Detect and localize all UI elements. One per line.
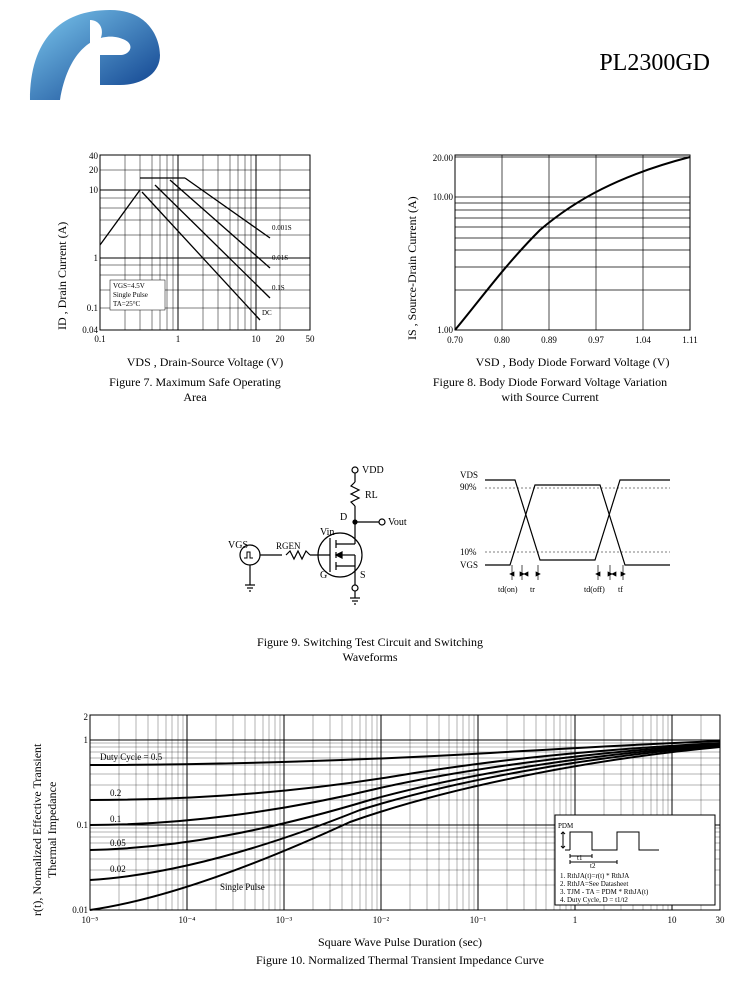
fig8-chart: 1.00 10.00 20.00 0.70 0.80 0.89 0.97 1.0…	[420, 150, 700, 350]
svg-text:0.89: 0.89	[541, 335, 557, 345]
svg-text:20.00: 20.00	[433, 153, 454, 163]
fig9-caption: Figure 9. Switching Test Circuit and Swi…	[220, 635, 520, 665]
svg-text:Vout: Vout	[388, 517, 407, 528]
svg-text:10⁻⁴: 10⁻⁴	[179, 915, 196, 925]
svg-text:10⁻¹: 10⁻¹	[470, 915, 487, 925]
svg-text:10: 10	[252, 334, 262, 344]
svg-text:RGEN: RGEN	[276, 541, 301, 551]
svg-text:td(off): td(off)	[584, 585, 605, 594]
figure-8: IS , Source-Drain Current (A)	[420, 150, 720, 430]
row-fig10: r(t), Normalized Effective Transient The…	[0, 710, 750, 990]
row-circuit: VDD RL Vout D	[0, 460, 750, 660]
fig7-ylabel: ID , Drain Current (A)	[55, 190, 70, 330]
svg-text:0.1: 0.1	[77, 820, 88, 830]
svg-text:1.00: 1.00	[437, 325, 453, 335]
svg-text:t2: t2	[590, 862, 596, 870]
svg-text:PDM: PDM	[558, 822, 574, 830]
svg-text:30: 30	[716, 915, 726, 925]
svg-text:0.1: 0.1	[110, 814, 121, 824]
company-logo	[20, 0, 170, 120]
svg-text:td(on): td(on)	[498, 585, 518, 594]
svg-text:90%: 90%	[460, 482, 477, 492]
svg-text:TA=25°C: TA=25°C	[113, 300, 141, 308]
svg-text:10: 10	[89, 185, 99, 195]
fig7-xlabel: VDS , Drain-Source Voltage (V)	[100, 355, 310, 370]
svg-text:20: 20	[276, 334, 286, 344]
part-number: PL2300GD	[599, 50, 710, 77]
svg-text:4. Duty Cycle, D = t1/t2: 4. Duty Cycle, D = t1/t2	[560, 896, 628, 904]
svg-text:0.80: 0.80	[494, 335, 510, 345]
svg-text:VGS=4.5V: VGS=4.5V	[113, 282, 145, 290]
svg-text:VDS: VDS	[460, 470, 478, 480]
svg-text:Single Pulse: Single Pulse	[220, 882, 265, 892]
svg-text:1: 1	[84, 735, 89, 745]
svg-text:0.01: 0.01	[72, 905, 88, 915]
svg-text:0.70: 0.70	[447, 335, 463, 345]
svg-text:Single Pulse: Single Pulse	[113, 291, 148, 299]
fig9-diagram: VDD RL Vout D	[220, 460, 720, 630]
svg-text:2. RthJA=See Datasheet: 2. RthJA=See Datasheet	[560, 880, 628, 888]
svg-text:10%: 10%	[460, 547, 477, 557]
fig10-ylabel: r(t), Normalized Effective Transient The…	[30, 740, 60, 920]
svg-text:1. RthJA(t)=r(t) * RthJA: 1. RthJA(t)=r(t) * RthJA	[560, 872, 629, 880]
svg-text:S: S	[360, 570, 366, 581]
svg-text:40: 40	[89, 151, 99, 161]
fig8-caption: Figure 8. Body Diode Forward Voltage Var…	[400, 375, 700, 405]
svg-text:tr: tr	[530, 585, 535, 594]
svg-text:DC: DC	[262, 309, 272, 317]
fig10-chart: Duty Cycle = 0.5 0.2 0.1 0.05 0.02 Singl…	[70, 710, 730, 930]
svg-text:1: 1	[94, 253, 99, 263]
svg-text:10⁻²: 10⁻²	[373, 915, 390, 925]
svg-text:2: 2	[84, 712, 89, 722]
fig8-xlabel: VSD , Body Diode Forward Voltage (V)	[455, 355, 690, 370]
fig8-ylabel: IS , Source-Drain Current (A)	[405, 180, 420, 340]
svg-text:1: 1	[573, 915, 578, 925]
svg-text:10⁻⁵: 10⁻⁵	[82, 915, 99, 925]
row-charts-top: ID , Drain Current (A)	[0, 150, 750, 430]
svg-text:0.05: 0.05	[110, 838, 126, 848]
svg-text:10: 10	[668, 915, 678, 925]
svg-text:0.1S: 0.1S	[272, 284, 285, 292]
svg-text:1.11: 1.11	[682, 335, 697, 345]
svg-text:VGS: VGS	[228, 540, 248, 551]
page: PL2300GD ID , Drain Current (A)	[0, 0, 750, 1000]
svg-text:G: G	[320, 570, 327, 581]
svg-text:RL: RL	[365, 490, 378, 501]
fig10-caption: Figure 10. Normalized Thermal Transient …	[70, 953, 730, 968]
svg-text:0.001S: 0.001S	[272, 224, 292, 232]
svg-text:VGS: VGS	[460, 560, 478, 570]
svg-text:10⁻³: 10⁻³	[276, 915, 293, 925]
svg-text:t1: t1	[577, 854, 583, 862]
svg-text:D: D	[340, 512, 347, 523]
svg-text:Duty Cycle = 0.5: Duty Cycle = 0.5	[100, 752, 163, 762]
svg-text:50: 50	[306, 334, 316, 344]
svg-text:0.1: 0.1	[94, 334, 105, 344]
svg-text:tf: tf	[618, 585, 623, 594]
svg-text:1.04: 1.04	[635, 335, 651, 345]
fig7-chart: 0.04 0.1 1 10 20 40 0.1 1 10 20 50 0	[70, 150, 320, 350]
svg-text:0.02: 0.02	[110, 864, 126, 874]
figure-7: ID , Drain Current (A)	[70, 150, 340, 430]
svg-text:10.00: 10.00	[433, 192, 454, 202]
svg-text:0.1: 0.1	[87, 303, 98, 313]
fig10-xlabel: Square Wave Pulse Duration (sec)	[70, 935, 730, 950]
svg-text:0.01S: 0.01S	[272, 254, 288, 262]
svg-text:1: 1	[176, 334, 181, 344]
svg-text:Vin: Vin	[320, 527, 334, 538]
fig7-caption: Figure 7. Maximum Safe Operating Area	[70, 375, 320, 405]
svg-text:VDD: VDD	[362, 465, 384, 476]
svg-text:3. TJM - TA = PDM * RthJA(t): 3. TJM - TA = PDM * RthJA(t)	[560, 888, 649, 896]
svg-text:0.2: 0.2	[110, 788, 121, 798]
svg-text:20: 20	[89, 165, 99, 175]
svg-text:0.97: 0.97	[588, 335, 604, 345]
